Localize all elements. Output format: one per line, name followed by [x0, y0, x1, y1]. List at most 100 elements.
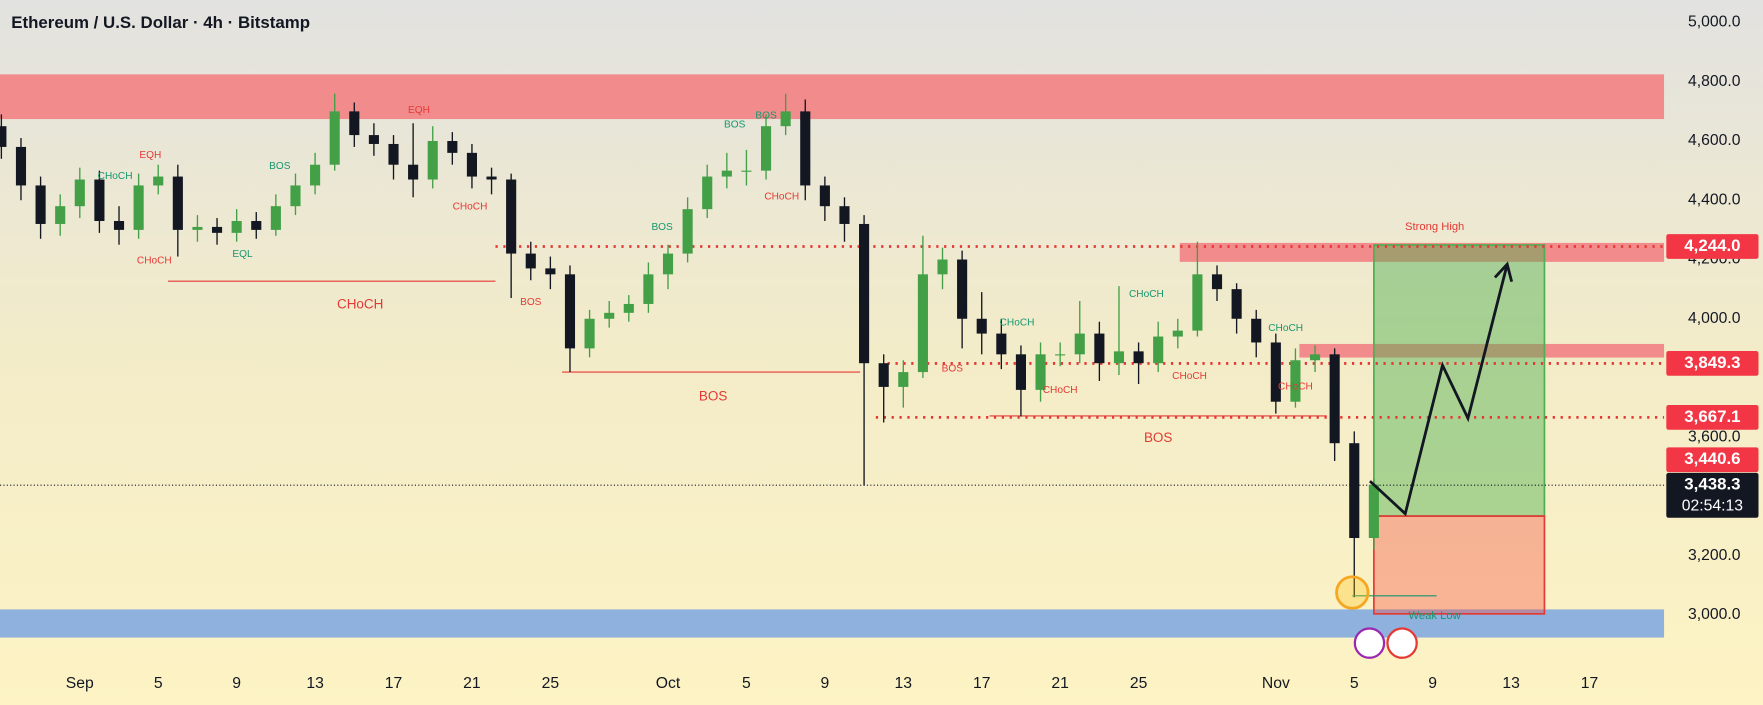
y-tick-label: 3,600.0 — [1688, 428, 1741, 445]
candle-body — [898, 372, 909, 387]
candle-body — [251, 220, 262, 230]
y-tick-label: 5,000.0 — [1688, 14, 1741, 31]
candle-body — [780, 111, 791, 127]
candle-body — [839, 206, 850, 224]
smc-label: CHoCH — [1043, 385, 1078, 396]
annotation: Strong High — [1405, 221, 1464, 233]
x-tick-label: 25 — [542, 675, 560, 692]
x-tick-label: Oct — [656, 675, 681, 692]
x-tick-label: 25 — [1130, 675, 1148, 692]
smc-label: CHoCH — [1278, 382, 1313, 393]
candle-body — [976, 318, 987, 334]
candle-body — [506, 179, 517, 254]
candle-body — [643, 274, 654, 304]
smc-label: EQH — [139, 150, 161, 161]
x-tick-label: 17 — [973, 675, 991, 692]
chart-title: Ethereum / U.S. Dollar · 4h · Bitstamp — [11, 13, 310, 32]
smc-label: EQL — [232, 249, 253, 260]
target-zone — [1373, 244, 1546, 517]
candle-body — [368, 135, 379, 144]
price-tag-label: 3,849.3 — [1684, 353, 1740, 372]
icons — [1353, 627, 1418, 659]
candle-body — [1309, 354, 1321, 361]
price-tag-label: 3,438.3 — [1684, 475, 1740, 494]
candle-body — [859, 223, 870, 364]
candle-body — [1074, 333, 1085, 355]
candle-body — [1015, 354, 1027, 390]
smc-label: BOS — [520, 297, 542, 308]
candle-body — [1368, 484, 1379, 539]
candle-body — [408, 164, 419, 180]
smc-label: EQH — [408, 105, 430, 116]
weak-low-marker — [1335, 575, 1370, 610]
candle-body — [937, 259, 948, 275]
candle-body — [1192, 274, 1203, 331]
candle-body — [427, 141, 438, 180]
candle-body — [270, 206, 281, 230]
candle-body — [310, 164, 321, 186]
candle-body — [1211, 274, 1223, 290]
x-tick-label: 17 — [1581, 675, 1599, 692]
candle-body — [584, 318, 595, 349]
candle-body — [1270, 342, 1281, 402]
candle-body — [525, 253, 536, 269]
candle-body — [211, 226, 223, 233]
candle-body — [74, 179, 85, 207]
plot: CHoCH BOS BOS Strong High Weak Low EQH CHoCH CH… — [0, 14, 1759, 692]
zone — [0, 74, 1665, 120]
x-tick-label: 5 — [154, 675, 163, 692]
x-tick-label: 17 — [385, 675, 403, 692]
smc-label: CHoCH — [98, 171, 133, 182]
smc-label: CHoCH — [453, 201, 488, 212]
annotation: Weak Low — [1409, 610, 1462, 622]
candle-body — [1329, 354, 1340, 444]
candle-body — [721, 170, 732, 177]
candle-body — [113, 220, 125, 230]
candle-body — [1055, 354, 1066, 356]
candle-body — [623, 303, 634, 313]
smc-label: BOS — [651, 222, 673, 233]
assistant-icon[interactable] — [1353, 627, 1386, 659]
candle-body — [662, 253, 674, 275]
candle-body — [388, 143, 399, 165]
countdown: 02:54:13 — [1682, 498, 1743, 515]
candle-body — [564, 274, 576, 349]
price-tag — [1666, 351, 1759, 376]
candle-body — [133, 185, 144, 230]
x-tick-label: 21 — [463, 675, 481, 692]
candle-body — [1231, 289, 1242, 319]
x-tick-label: 13 — [895, 675, 913, 692]
candle-body — [1113, 351, 1125, 364]
candle-body — [447, 141, 458, 153]
candle-body — [604, 312, 615, 319]
smc-label: CHoCH — [1268, 323, 1303, 334]
candle-body — [917, 274, 928, 373]
x-tick-label: 9 — [820, 675, 829, 692]
annotation: BOS — [1144, 430, 1172, 445]
candle-body — [329, 111, 340, 165]
projection-path — [1368, 263, 1509, 517]
smc-label: CHoCH — [1172, 371, 1207, 382]
candle-body — [35, 185, 46, 224]
price-tag — [1666, 472, 1759, 518]
x-tick-label: Nov — [1262, 675, 1290, 692]
candle-body — [290, 185, 301, 207]
candle-body — [1035, 354, 1046, 390]
candle-body — [486, 176, 497, 180]
smc-label: BOS — [942, 364, 964, 375]
annotation: CHoCH — [337, 296, 383, 311]
candle-body — [192, 226, 203, 230]
annotation: BOS — [699, 389, 727, 404]
candle-body — [231, 220, 242, 233]
x-tick-label: 5 — [1350, 675, 1359, 692]
zone — [1299, 343, 1665, 358]
y-tick-label: 4,000.0 — [1688, 310, 1741, 327]
y-tick-label: 4,400.0 — [1688, 191, 1741, 208]
candle-body — [349, 111, 360, 136]
stop-zone — [1373, 515, 1546, 615]
candle-body — [957, 259, 968, 319]
candle-body — [545, 268, 556, 275]
flag-icon[interactable] — [1386, 627, 1418, 659]
projection-arrowhead — [1493, 261, 1514, 283]
candle-body — [760, 126, 772, 171]
